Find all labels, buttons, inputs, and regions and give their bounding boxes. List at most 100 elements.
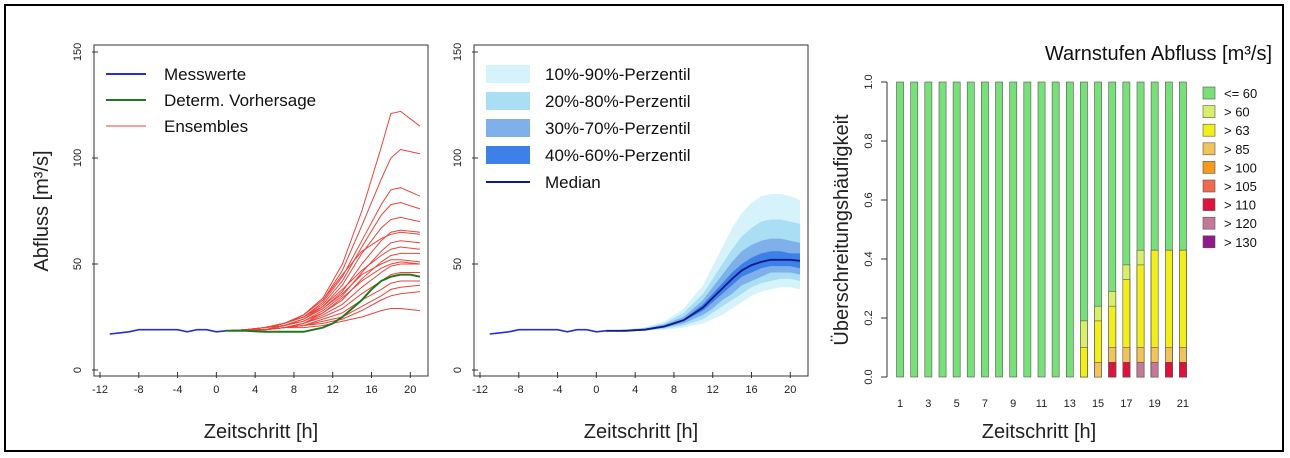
legend-label: > 85 <box>1224 142 1250 157</box>
legend-label: Median <box>545 173 601 192</box>
chart-title-3: Warnstufen Abfluss [m³/s] <box>1045 43 1272 65</box>
legend-swatch <box>486 65 530 83</box>
bar-segment <box>938 81 947 378</box>
legend-swatch <box>486 146 530 164</box>
bar-segment <box>952 81 961 378</box>
x-tick-label: 12 <box>707 384 719 396</box>
y-tick-label: 50 <box>72 258 84 270</box>
percentile-band <box>606 251 800 331</box>
x-tick-label: 17 <box>1120 398 1132 410</box>
x-tick-label: 21 <box>1177 398 1189 410</box>
y-tick-label: 0.8 <box>863 133 875 148</box>
x-tick-label: -4 <box>553 384 563 396</box>
bar-segment <box>1108 361 1117 378</box>
x-tick-label: -8 <box>514 384 524 396</box>
axes-ticks-3: 0.00.20.40.60.81.01 3 5 7 9 11 13 15 17 19 21 <box>863 74 1189 410</box>
ylabel-1: Abfluss [m³/s] <box>31 150 53 271</box>
median-line <box>606 258 801 332</box>
y-tick-label: 0 <box>72 367 84 373</box>
figure-frame <box>4 4 1284 452</box>
y-tick-label: 150 <box>452 43 464 61</box>
legend-swatch <box>486 92 530 110</box>
legend-label: > 110 <box>1224 198 1256 213</box>
legend-label: > 120 <box>1224 216 1257 231</box>
bar-segment <box>1150 361 1159 378</box>
bar-segment <box>966 81 975 378</box>
bar-segment <box>981 81 989 378</box>
legend-label: <= 60 <box>1224 86 1257 101</box>
x-tick-label: -12 <box>472 384 488 396</box>
lines-1 <box>109 110 421 335</box>
bar-segment <box>1066 81 1074 378</box>
x-tick-label: 4 <box>632 384 638 396</box>
y-tick-label: 150 <box>72 43 84 61</box>
bars-3 <box>896 81 1187 378</box>
bar-segment <box>1009 81 1018 378</box>
y-tick-label: 0.0 <box>863 369 875 384</box>
x-tick-label: 20 <box>404 384 416 396</box>
x-tick-label: 11 <box>1036 398 1047 410</box>
bar-segment <box>1179 361 1187 378</box>
legend-swatch <box>486 119 530 137</box>
bar-segment <box>1023 81 1032 378</box>
legend-label: > 60 <box>1224 105 1250 120</box>
x-tick-label: 3 <box>925 398 931 410</box>
x-tick-label: 15 <box>1092 398 1104 410</box>
axes-ticks-2: -12 -8 -4 0 4 8 12 16 20 0 50 100 150 <box>452 43 796 396</box>
bar-segment <box>1136 361 1145 378</box>
bar-segment <box>1080 347 1088 378</box>
bar-segment <box>910 81 919 378</box>
panel-percentiles: -12 -8 -4 0 4 8 12 16 20 0 50 100 150 10%-90%-Perzen… <box>452 43 809 443</box>
x-tick-label: 12 <box>327 384 339 396</box>
x-tick-label: -12 <box>92 384 108 396</box>
x-tick-label: 4 <box>252 384 258 396</box>
legend-swatch <box>1202 161 1216 174</box>
legend-3: <= 60 > 60 > 63 > 85 > 100 > 105 > 110 > 120 > 1… <box>1202 86 1257 250</box>
x-tick-label: 8 <box>671 384 677 396</box>
x-tick-label: 9 <box>1010 398 1016 410</box>
x-tick-label: 0 <box>213 384 219 396</box>
legend-swatch <box>1202 105 1216 118</box>
y-tick-label: 50 <box>452 258 464 270</box>
legend-label: Ensembles <box>164 117 248 136</box>
ensemble-member-line <box>226 259 421 332</box>
legend-2: 10%-90%-Perzentil 20%-80%-Perzentil 30%-70… <box>486 65 691 192</box>
legend-label: Messwerte <box>164 65 246 84</box>
x-tick-label: 5 <box>954 398 960 410</box>
bar-segment <box>896 81 904 378</box>
xlabel-3: Zeitschritt [h] <box>982 421 1096 443</box>
legend-swatch <box>1202 123 1216 137</box>
bar-segment <box>995 81 1003 378</box>
panel-warnstufen: Warnstufen Abfluss [m³/s] 0.0 0.2 0.4 0.6 0.… <box>831 43 1272 443</box>
x-tick-label: 20 <box>784 384 796 396</box>
legend-swatch <box>1202 179 1216 193</box>
legend-swatch <box>1202 235 1216 249</box>
legend-label: 40%-60%-Perzentil <box>545 146 691 165</box>
legend-swatch <box>1202 86 1216 100</box>
x-tick-label: 13 <box>1064 398 1076 410</box>
x-tick-label: 0 <box>593 384 599 396</box>
x-tick-label: 8 <box>291 384 297 396</box>
legend-swatch <box>1202 198 1216 211</box>
y-tick-label: 0.2 <box>863 310 875 325</box>
messwerte-line <box>489 328 607 335</box>
legend-swatch <box>1202 142 1216 156</box>
ylabel-3: Überschreitungshäufigkeit <box>831 114 853 346</box>
xlabel-1: Zeitschritt [h] <box>204 421 318 443</box>
xlabel-2: Zeitschritt [h] <box>584 421 698 443</box>
bar-segment <box>924 81 933 378</box>
legend-label: > 130 <box>1224 235 1257 250</box>
y-tick-label: 0 <box>452 367 464 373</box>
legend-label: Determ. Vorhersage <box>164 91 316 110</box>
bar-segment <box>1094 361 1102 378</box>
bar-segment <box>1165 361 1173 378</box>
ensemble-member-line <box>226 261 421 332</box>
y-tick-label: 100 <box>452 149 464 167</box>
bar-segment <box>1037 81 1046 378</box>
x-tick-label: -8 <box>134 384 144 396</box>
axes-ticks-1: -12 -8 -4 0 4 8 12 16 20 0 50 100 150 <box>72 43 416 396</box>
bar-segment <box>1122 361 1131 378</box>
legend-swatch <box>1202 216 1216 230</box>
x-tick-label: 1 <box>897 398 903 410</box>
